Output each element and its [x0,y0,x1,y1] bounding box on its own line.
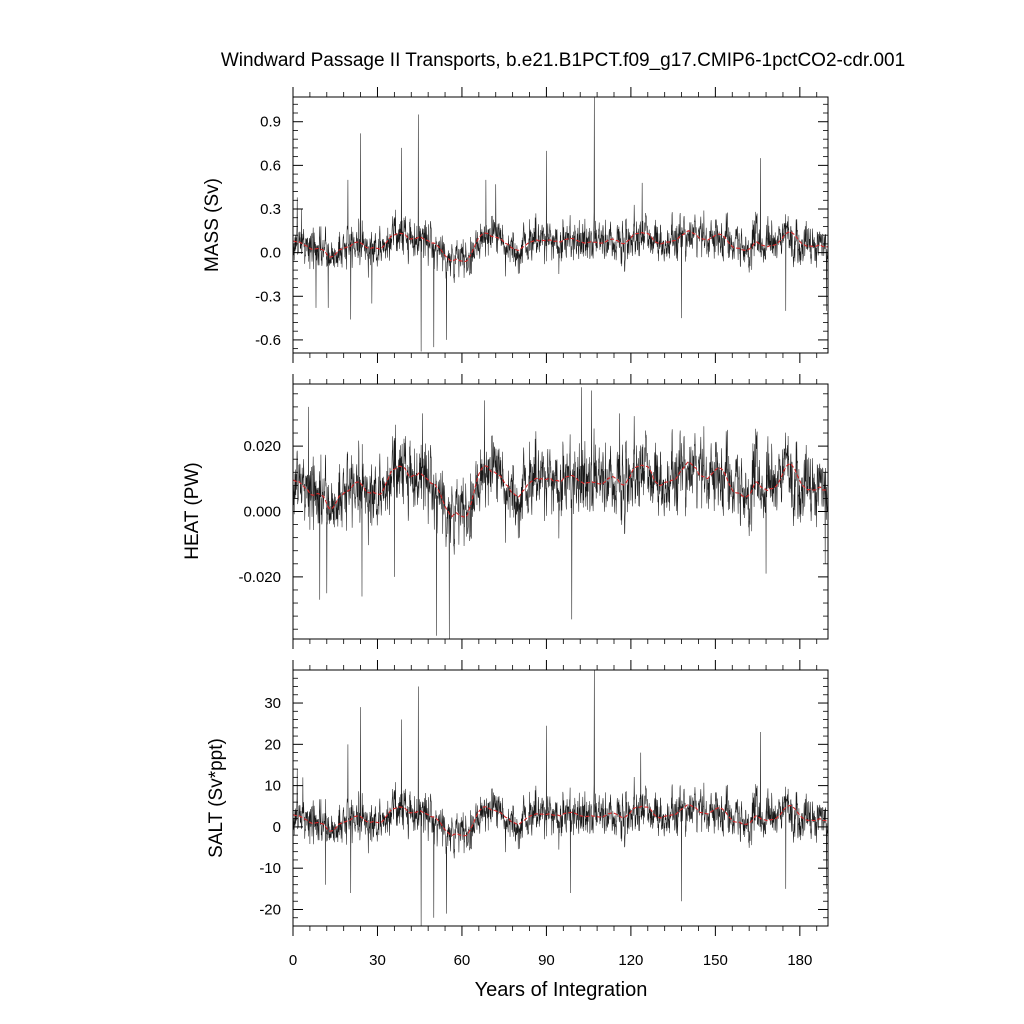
salt-ticks: -20 -10 0 10 20 30 [259,660,828,936]
mass-ticks: -0.6 -0.3 0.0 0.3 0.6 0.9 [255,87,828,363]
x-tick-label: 150 [703,952,728,969]
heat-panel: -0.020 0.000 0.020 HEAT (PW) [182,374,829,649]
mass-plot-frame [292,96,829,354]
salt-ytick-label: 10 [264,778,281,795]
mass-ytick-label: -0.3 [255,288,281,305]
salt-ytick-label: 0 [273,819,281,836]
salt-ytick-label: -10 [259,860,281,877]
x-tick-labels: 0 30 60 90 120 150 180 [289,952,813,969]
salt-ytick-label: -20 [259,901,281,918]
salt-monthly-line [292,669,828,927]
x-tick-label: 120 [618,952,643,969]
heat-ticks: -0.020 0.000 0.020 [238,374,828,649]
mass-smoothed-line [292,230,828,263]
mass-ytick-label: 0.6 [260,157,281,174]
x-tick-label: 90 [538,952,555,969]
salt-series [292,669,828,927]
salt-ytick-label: 20 [264,736,281,753]
mass-series [292,96,828,352]
heat-ytick-label: -0.020 [238,569,281,586]
mass-ytick-label: -0.6 [255,332,281,349]
heat-series [292,387,829,640]
x-tick-label: 180 [787,952,812,969]
mass-monthly-line [292,96,828,352]
chart-title: Windward Passage II Transports, b.e21.B1… [221,50,905,71]
mass-ylabel: MASS (Sv) [202,178,223,272]
heat-monthly-line [292,387,829,640]
heat-ytick-label: 0.000 [243,504,281,521]
mass-ytick-label: 0.0 [260,245,281,262]
salt-plot-frame [292,669,829,927]
x-tick-label: 30 [369,952,386,969]
mass-ytick-label: 0.9 [260,114,281,131]
heat-ylabel: HEAT (PW) [182,462,203,559]
heat-smoothed-line [292,461,828,518]
salt-smoothed-line [292,803,828,837]
heat-ytick-label: 0.020 [243,438,281,455]
mass-ytick-label: 0.3 [260,201,281,218]
x-axis-label: Years of Integration [475,979,648,1001]
x-tick-label: 60 [454,952,471,969]
mass-panel: -0.6 -0.3 0.0 0.3 0.6 0.9 MASS (Sv) [202,87,829,363]
salt-panel: -20 -10 0 10 20 30 SALT (Sv*ppt) [206,660,829,936]
salt-ylabel: SALT (Sv*ppt) [206,738,227,858]
x-tick-label: 0 [289,952,297,969]
salt-ytick-label: 30 [264,695,281,712]
heat-plot-frame [292,383,829,640]
